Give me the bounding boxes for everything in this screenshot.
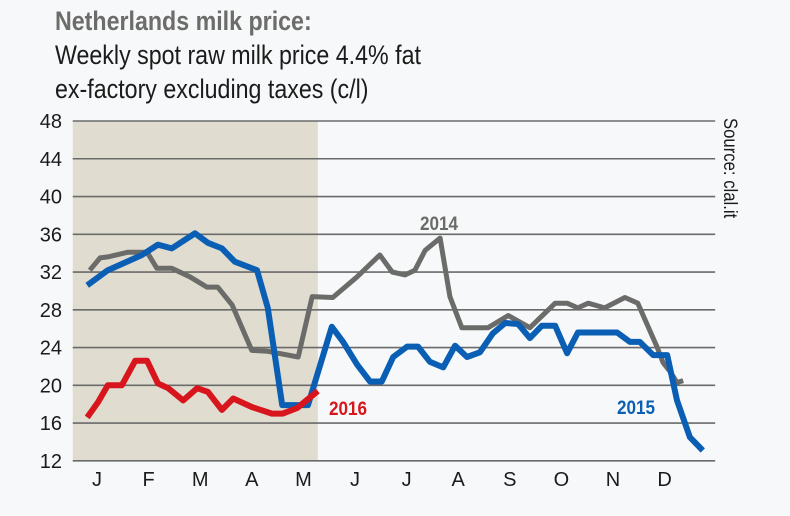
x-tick-label: J [350, 469, 360, 491]
y-tick-label: 36 [40, 224, 62, 246]
series-line-2016 [84, 357, 320, 420]
x-tick-label: M [295, 469, 312, 491]
x-tick-label: J [92, 469, 102, 491]
y-axis-ticks: 12 16 20 24 28 32 36 40 44 48 [40, 111, 62, 473]
chart-subtitle-line-1: Weekly spot raw milk price 4.4% fat [55, 40, 421, 70]
y-tick-label: 16 [40, 413, 62, 435]
chart-title: Netherlands milk price: [55, 6, 312, 36]
series-label-2015: 2015 [617, 397, 655, 418]
series-label-2014: 2014 [420, 213, 458, 234]
y-tick-label: 12 [40, 451, 62, 473]
y-tick-label: 24 [40, 338, 62, 360]
shaded-period [72, 121, 318, 461]
series-line-2014 [87, 235, 684, 385]
x-tick-label: A [452, 469, 466, 491]
x-tick-label: J [402, 469, 412, 491]
x-tick-label: O [554, 469, 570, 491]
x-tick-label: M [192, 469, 209, 491]
y-tick-label: 40 [40, 187, 62, 209]
series-lines [84, 230, 705, 453]
x-tick-label: D [657, 469, 671, 491]
y-tick-label: 48 [40, 111, 62, 133]
y-tick-label: 20 [40, 375, 62, 397]
x-tick-label: F [142, 469, 154, 491]
series-line-2015 [85, 230, 705, 453]
chart-subtitle-line-2: ex-factory excluding taxes (c/l) [55, 74, 368, 104]
y-tick-label: 32 [40, 262, 62, 284]
source-note: Source: clal.it [720, 118, 741, 218]
series-label-2016: 2016 [329, 398, 367, 419]
x-tick-label: S [503, 469, 516, 491]
y-tick-label: 44 [40, 149, 62, 171]
x-tick-label: A [245, 469, 259, 491]
y-tick-label: 28 [40, 300, 62, 322]
x-tick-label: N [606, 469, 620, 491]
